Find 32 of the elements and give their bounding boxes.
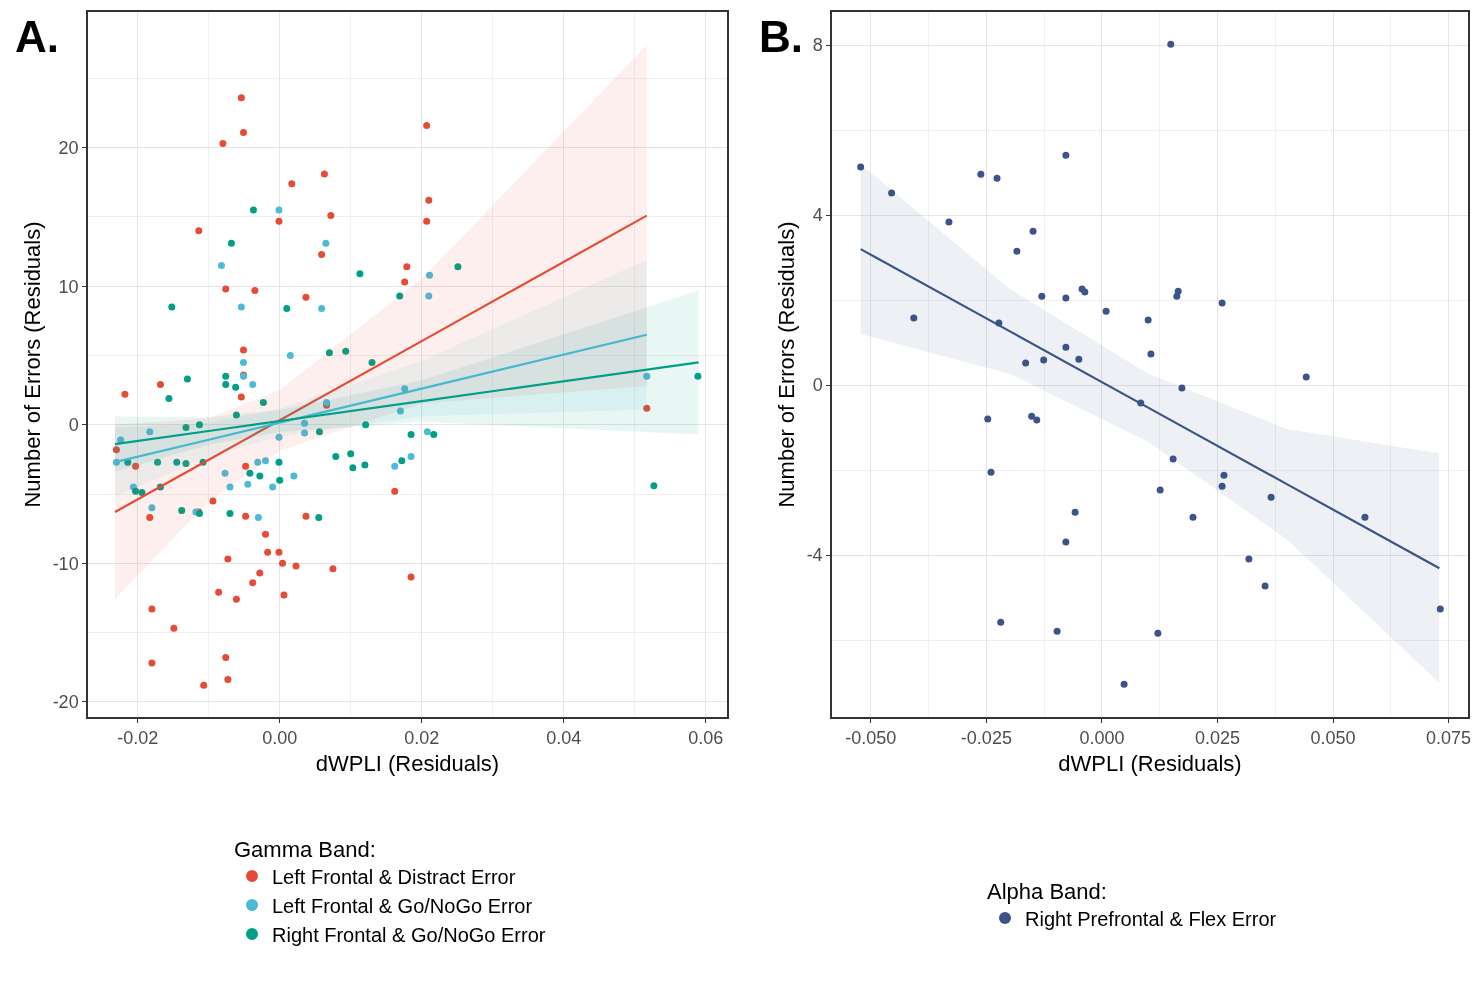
y-tick-label: 10: [58, 276, 79, 297]
x-axis-title: dWPLI (Residuals): [1058, 750, 1242, 776]
legend-label: Left Frontal & Distract Error: [272, 865, 516, 888]
y-tick-label: 0: [812, 375, 823, 396]
x-tick-label: -0.050: [845, 728, 897, 749]
chart-title: A.: [15, 12, 59, 61]
y-tick-label: -4: [806, 545, 823, 566]
legend-label: Left Frontal & Go/NoGo Error: [272, 894, 533, 917]
x-tick-label: 0.050: [1310, 728, 1356, 749]
x-tick-label: 0.02: [404, 728, 440, 749]
y-tick-label: -10: [52, 553, 79, 574]
legend-label: Right Prefrontal & Flex Error: [1025, 907, 1277, 930]
x-tick-label: 0.075: [1426, 728, 1472, 749]
legend-title: Gamma Band:: [234, 836, 376, 862]
x-tick-label: 0.00: [262, 728, 298, 749]
y-tick-label: 0: [68, 415, 79, 436]
x-tick-label: 0.000: [1079, 728, 1125, 749]
legend-label: Right Frontal & Go/NoGo Error: [272, 923, 546, 946]
chart-title: B.: [759, 12, 803, 61]
x-axis-title: dWPLI (Residuals): [315, 750, 500, 776]
y-tick-label: 8: [812, 35, 823, 56]
x-tick-label: -0.02: [117, 728, 159, 749]
y-tick-label: -20: [52, 692, 79, 713]
y-axis-title: Number of Errors (Residuals): [773, 221, 799, 508]
y-tick-label: 20: [58, 138, 79, 159]
y-tick-label: 4: [812, 205, 823, 226]
x-tick-label: 0.04: [546, 728, 582, 749]
legend-title: Alpha Band:: [987, 878, 1107, 904]
x-tick-label: 0.06: [688, 728, 724, 749]
x-tick-label: 0.025: [1194, 728, 1240, 749]
x-tick-label: -0.025: [960, 728, 1012, 749]
y-axis-title: Number of Errors (Residuals): [19, 221, 45, 508]
